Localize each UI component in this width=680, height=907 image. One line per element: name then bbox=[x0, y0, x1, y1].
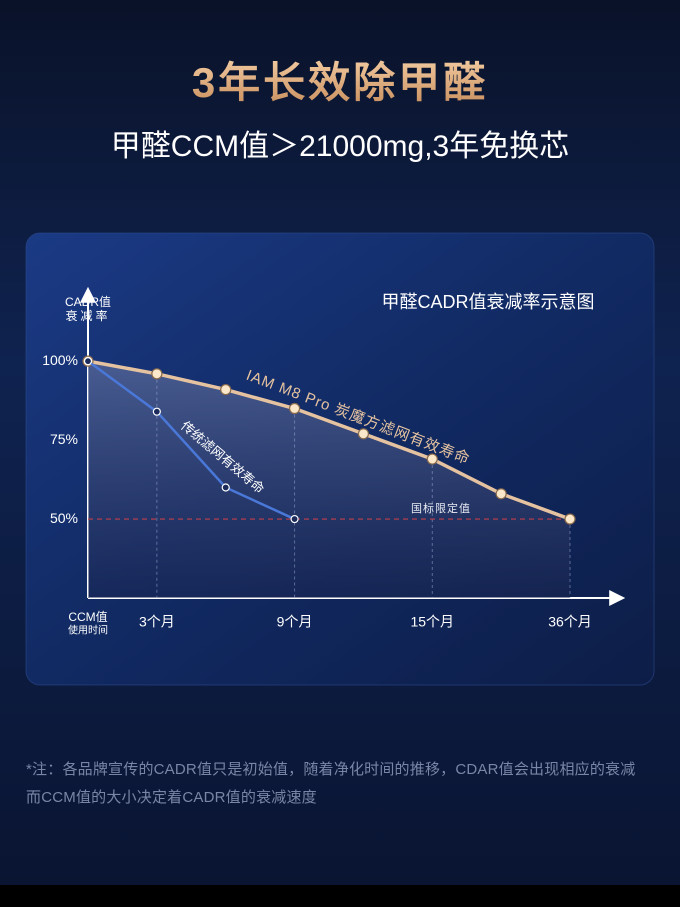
data-point bbox=[288, 402, 301, 415]
data-point bbox=[151, 368, 163, 380]
x-axis-label: CCM值 bbox=[68, 609, 107, 624]
y-axis-label: 衰减率 bbox=[65, 308, 110, 323]
data-point bbox=[290, 514, 299, 524]
data-point bbox=[426, 453, 438, 465]
x-tick-label: 3个月 bbox=[139, 614, 175, 630]
series-line bbox=[87, 359, 571, 521]
page-title: 3年长效除甲醛 bbox=[192, 59, 488, 106]
data-point bbox=[152, 407, 161, 416]
y-tick-label: 75% bbox=[50, 431, 78, 447]
chart-title: 甲醛CADR值衰减率示意图 bbox=[381, 292, 594, 312]
y-tick-label: 50% bbox=[50, 510, 78, 526]
bottom-band bbox=[0, 885, 680, 907]
reference-label: 国标限定值 bbox=[411, 501, 471, 515]
data-point bbox=[495, 488, 507, 500]
data-point bbox=[221, 483, 230, 492]
footnote: *注：各品牌宣传的CADR值只是初始值，随着净化时间的推移，CDAR值会出现相应… bbox=[26, 761, 651, 806]
x-tick-label: 15个月 bbox=[410, 614, 454, 630]
data-point bbox=[564, 513, 576, 525]
x-tick-label: 36个月 bbox=[548, 614, 592, 630]
y-tick-label: 100% bbox=[42, 352, 78, 368]
x-axis-label: 使用时间 bbox=[68, 624, 108, 637]
data-point bbox=[220, 383, 232, 396]
data-point bbox=[83, 357, 93, 366]
series-line bbox=[87, 360, 296, 521]
page-subtitle: 甲醛CCM值＞21000mg,3年免换芯 bbox=[111, 130, 569, 163]
area bbox=[88, 361, 570, 598]
x-tick-label: 9个月 bbox=[277, 614, 313, 630]
data-point bbox=[357, 428, 370, 440]
